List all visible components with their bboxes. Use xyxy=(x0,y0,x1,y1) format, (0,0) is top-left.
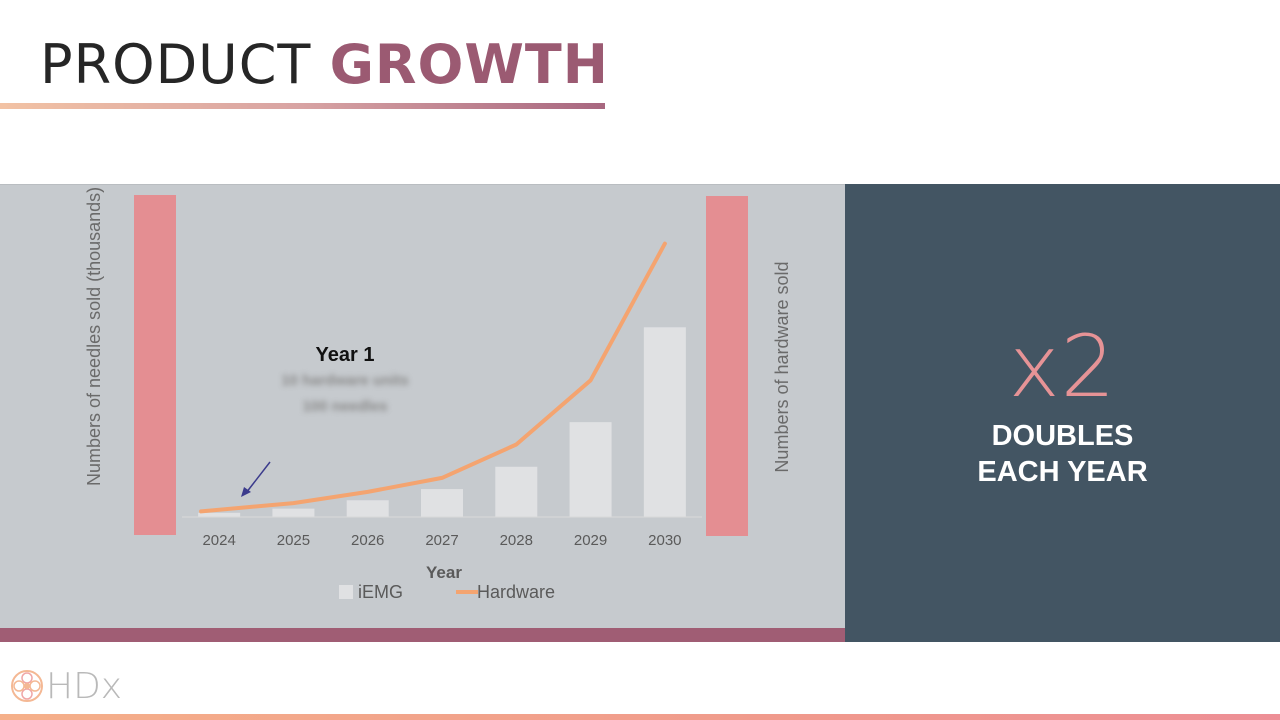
annotation-line-2: 100 needles xyxy=(302,398,388,415)
legend-label-iemg: iEMG xyxy=(358,582,403,602)
company-logo: HDx xyxy=(10,664,122,708)
caption-line-2: EACH YEAR xyxy=(977,456,1148,488)
x-tick-2025: 2025 xyxy=(277,532,310,549)
bar-2029 xyxy=(569,422,612,517)
bar-2025 xyxy=(272,508,315,517)
annotation-arrow xyxy=(245,461,271,494)
growth-multiplier: x2 xyxy=(1008,317,1117,417)
logo-text: HDx xyxy=(46,665,123,707)
footer-gradient-line xyxy=(0,714,1280,720)
x-tick-2024: 2024 xyxy=(202,532,235,549)
x-axis-label: Year xyxy=(426,563,462,582)
page-title: PRODUCT GROWTH xyxy=(40,30,609,100)
title-main: PRODUCT xyxy=(40,33,312,96)
x-tick-2030: 2030 xyxy=(648,532,681,549)
logo-flower-icon xyxy=(11,670,43,702)
year-one-annotation: Year 1 10 hardware units 100 needles xyxy=(240,342,450,420)
growth-caption: DOUBLES EACH YEAR xyxy=(845,418,1280,490)
bar-2027 xyxy=(421,489,463,517)
title-underline xyxy=(0,103,605,109)
highlight-panel: x2 DOUBLES EACH YEAR xyxy=(845,184,1280,642)
x-tick-2028: 2028 xyxy=(500,532,533,549)
annotation-arrowhead xyxy=(241,487,251,497)
annotation-line-1: 10 hardware units xyxy=(281,372,409,389)
bar-2028 xyxy=(495,466,538,517)
bar-2024 xyxy=(198,512,241,517)
caption-line-1: DOUBLES xyxy=(991,420,1134,452)
bar-2026 xyxy=(346,500,389,517)
title-accent: GROWTH xyxy=(329,33,609,96)
right-axis-highlight xyxy=(706,196,748,536)
left-axis-highlight xyxy=(134,195,176,535)
legend-swatch-iemg xyxy=(339,585,353,599)
x-tick-2029: 2029 xyxy=(574,532,607,549)
bar-2030 xyxy=(643,327,686,517)
x-tick-2026: 2026 xyxy=(351,532,384,549)
chart-panel-bottom-bar xyxy=(0,628,845,642)
annotation-heading: Year 1 xyxy=(315,344,375,366)
x-tick-2027: 2027 xyxy=(425,532,458,549)
legend-label-hardware: Hardware xyxy=(477,582,555,602)
hardware-line xyxy=(199,241,667,514)
